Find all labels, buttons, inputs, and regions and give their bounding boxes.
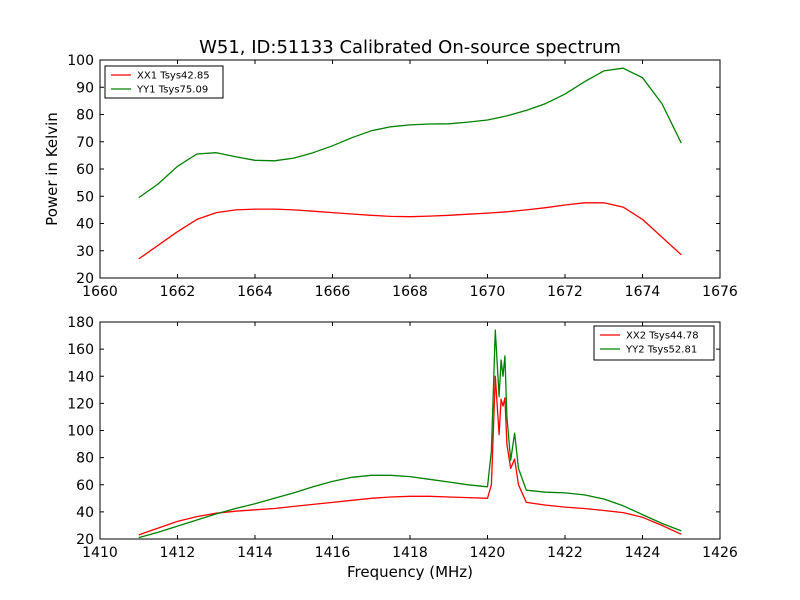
bottom-y-tick-label: 120: [67, 396, 94, 412]
bottom-x-tick-label: 1412: [160, 545, 196, 561]
bottom-y-tick-label: 40: [76, 505, 94, 521]
top-y-axis-label: Power in Kelvin: [43, 112, 61, 226]
bottom-x-axis-label: Frequency (MHz): [347, 563, 473, 581]
top-series-line-1: [138, 202, 682, 260]
bottom-x-tick-label: 1422: [547, 545, 583, 561]
top-y-tick-label: 100: [67, 53, 94, 69]
bottom-legend-label-1: XX2 Tsys44.78: [626, 331, 699, 342]
top-panel: 1660 1662 1664 1666 1668 1670 1672 1674 1676 20 30…: [43, 53, 738, 300]
top-y-tick-label: 60: [76, 162, 94, 178]
bottom-legend: XX2 Tsys44.78 YY2 Tsys52.81: [593, 325, 715, 361]
bottom-y-tick-label: 180: [67, 315, 94, 331]
top-x-tick-label: 1666: [315, 284, 351, 300]
bottom-y-tick-label: 140: [67, 369, 94, 385]
bottom-y-tick-label: 160: [67, 342, 94, 358]
top-x-tick-label: 1668: [392, 284, 428, 300]
bottom-legend-box: [593, 325, 715, 361]
chart-title: W51, ID:51133 Calibrated On-source spect…: [199, 37, 621, 58]
bottom-x-tick-label: 1424: [625, 545, 661, 561]
top-x-tick-label: 1662: [160, 284, 196, 300]
top-series-line-2: [138, 67, 682, 199]
bottom-y-tick-label: 60: [76, 478, 94, 494]
bottom-series-line-2: [138, 329, 682, 539]
bottom-x-tick-label: 1416: [315, 545, 351, 561]
top-legend-label-2: YY1 Tsys75.09: [136, 85, 208, 96]
top-x-tick-label: 1676: [702, 284, 738, 300]
top-legend: XX1 Tsys42.85 YY1 Tsys75.09: [104, 65, 224, 99]
top-x-tick-label: 1664: [237, 284, 273, 300]
top-x-tick-label: 1672: [547, 284, 583, 300]
bottom-y-tick-label: 20: [76, 532, 94, 548]
bottom-y-tick-label: 80: [76, 451, 94, 467]
top-y-tick-label: 20: [76, 271, 94, 287]
top-legend-label-1: XX1 Tsys42.85: [137, 71, 210, 82]
top-y-tick-label: 80: [76, 108, 94, 124]
top-y-tick-label: 90: [76, 80, 94, 96]
top-y-tick-label: 50: [76, 189, 94, 205]
top-y-tick-label: 40: [76, 217, 94, 233]
top-legend-box: [104, 65, 224, 99]
top-x-tick-label: 1674: [625, 284, 661, 300]
bottom-panel: 1410 1412 1414 1416 1418 1420 1422 1424 1426 20 40…: [67, 315, 738, 581]
bottom-series-line-1: [138, 375, 682, 536]
bottom-x-tick-label: 1418: [392, 545, 428, 561]
top-y-tick-label: 30: [76, 244, 94, 260]
bottom-y-tick-label: 100: [67, 424, 94, 440]
top-x-tick-label: 1660: [82, 284, 118, 300]
bottom-x-tick-label: 1414: [237, 545, 273, 561]
bottom-x-tick-label: 1410: [82, 545, 118, 561]
bottom-x-tick-label: 1420: [470, 545, 506, 561]
bottom-x-tick-label: 1426: [702, 545, 738, 561]
top-y-tick-label: 70: [76, 135, 94, 151]
bottom-legend-label-2: YY2 Tsys52.81: [625, 345, 697, 356]
top-x-tick-label: 1670: [470, 284, 506, 300]
